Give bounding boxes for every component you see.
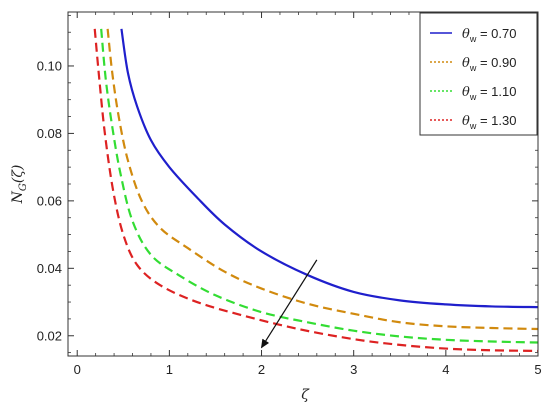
series-line-4	[93, 28, 539, 353]
series-line-1	[120, 28, 539, 309]
x-axis-label: ζ	[301, 387, 310, 403]
y-axis-label: NG(ζ)	[10, 165, 29, 205]
x-tick-label: 4	[442, 362, 449, 377]
trend-arrow	[260, 259, 318, 349]
x-tick-label: 1	[166, 362, 173, 377]
y-axis-label-text: NG(ζ)	[10, 165, 29, 205]
legend: θw = 0.70 θw = 0.90 θw = 1.10 θw = 1.30	[419, 12, 538, 136]
y-axis-ticks: 0.02 0.04 0.06 0.08 0.10	[37, 14, 538, 354]
y-tick-label: 0.02	[37, 328, 62, 343]
x-tick-label: 5	[534, 362, 541, 377]
curves	[93, 28, 539, 353]
x-tick-label: 0	[74, 362, 81, 377]
legend-label-2: θw = 0.90	[462, 55, 516, 73]
y-tick-label: 0.08	[37, 126, 62, 141]
y-tick-label: 0.04	[37, 261, 62, 276]
y-tick-label: 0.06	[37, 193, 62, 208]
series-line-3	[100, 28, 539, 344]
legend-label-1: θw = 0.70	[462, 26, 516, 44]
x-tick-label: 2	[258, 362, 265, 377]
x-tick-label: 3	[350, 362, 357, 377]
legend-label-4: θw = 1.30	[462, 113, 516, 131]
series-line-2	[106, 28, 539, 331]
annotations	[260, 259, 318, 349]
y-tick-label: 0.10	[37, 58, 62, 73]
legend-label-3: θw = 1.10	[462, 84, 516, 102]
